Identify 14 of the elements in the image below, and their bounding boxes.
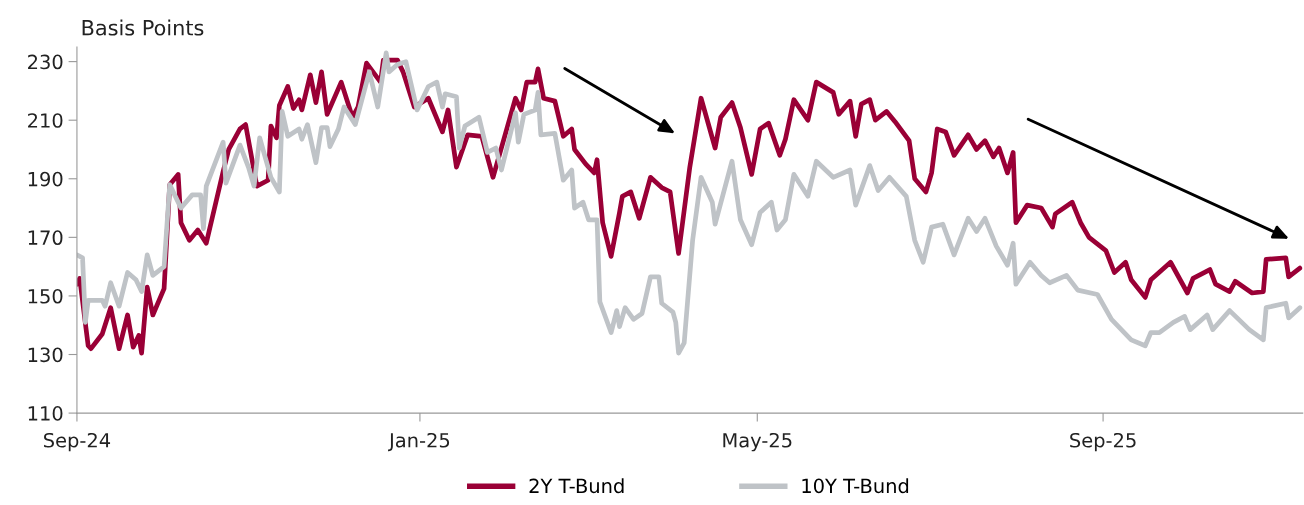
y-tick-label: 210 [28,113,63,128]
y-tick-label: 190 [28,171,63,187]
y-tick-label: 230 [28,54,63,70]
x-tick-label: Sep-25 [1070,432,1136,452]
legend-label: 2Y T-Bund [529,478,624,494]
y-tick-label: 110 [28,406,63,421]
x-tick-label: Jan-25 [388,432,450,452]
y-axis-title: Basis Points [82,19,204,36]
y-tick-label: 170 [28,230,63,246]
y-tick-label: 130 [28,347,63,363]
legend-label: 10Y T-Bund [802,478,909,494]
y-tick-label: 150 [28,288,63,304]
x-tick-label: Sep-24 [44,432,111,452]
x-tick-label: May-25 [723,432,792,452]
